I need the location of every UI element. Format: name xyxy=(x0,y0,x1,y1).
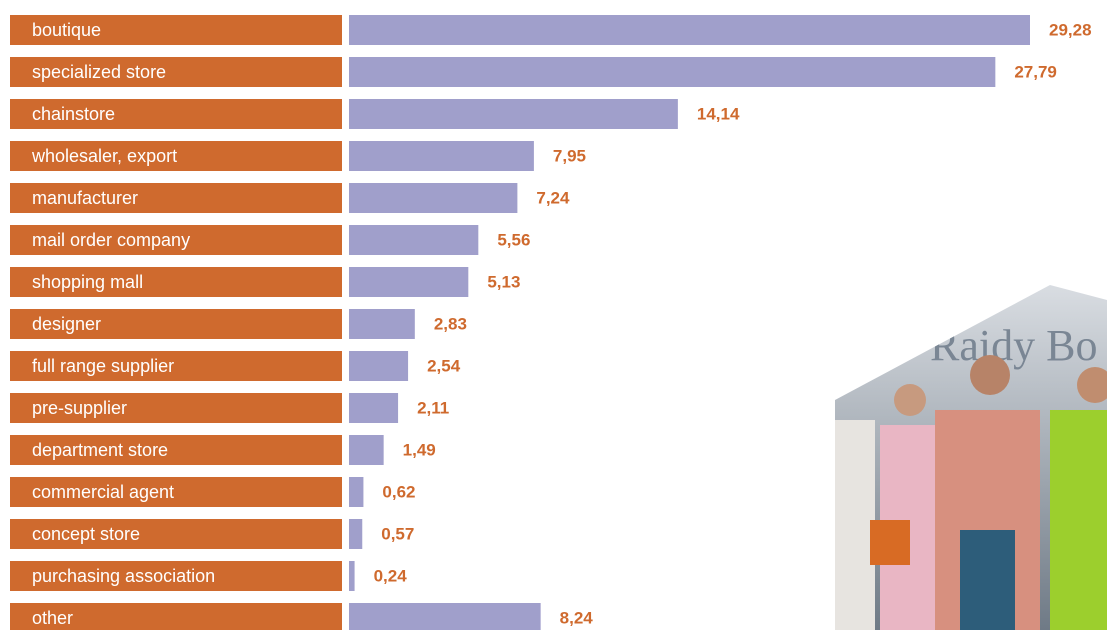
bar xyxy=(349,519,362,549)
bar xyxy=(349,393,398,423)
bar xyxy=(349,99,678,129)
value-label: 29,28 xyxy=(1049,20,1092,39)
category-label: designer xyxy=(32,314,101,334)
bar xyxy=(349,141,534,171)
bar xyxy=(349,267,468,297)
category-label: department store xyxy=(32,440,168,460)
value-label: 7,24 xyxy=(536,188,570,207)
value-label: 14,14 xyxy=(697,104,740,123)
category-label: manufacturer xyxy=(32,188,138,208)
category-label: boutique xyxy=(32,20,101,40)
category-label: mail order company xyxy=(32,230,190,250)
page: {"chart_data": {"type": "bar", "categori… xyxy=(0,0,1107,630)
value-label: 8,24 xyxy=(560,608,594,627)
category-label: commercial agent xyxy=(32,482,174,502)
value-label: 2,54 xyxy=(427,356,461,375)
category-label: concept store xyxy=(32,524,140,544)
category-label: wholesaler, export xyxy=(31,146,177,166)
bar xyxy=(349,15,1030,45)
bar xyxy=(349,561,355,591)
value-label: 0,62 xyxy=(382,482,415,501)
bar xyxy=(349,57,995,87)
bar xyxy=(349,225,478,255)
bar xyxy=(349,183,517,213)
value-label: 2,83 xyxy=(434,314,467,333)
bar xyxy=(349,309,415,339)
bar xyxy=(349,351,408,381)
bar xyxy=(349,435,384,465)
value-label: 1,49 xyxy=(403,440,436,459)
category-label: other xyxy=(32,608,73,628)
value-label: 0,24 xyxy=(374,566,408,585)
svg-text:Raidy Bo: Raidy Bo xyxy=(930,321,1097,370)
bar xyxy=(349,477,363,507)
value-label: 0,57 xyxy=(381,524,414,543)
value-label: 27,79 xyxy=(1014,62,1057,81)
category-label: purchasing association xyxy=(32,566,215,586)
chart: Raidy Bo boutique 29,28 specialized store 2… xyxy=(0,0,1107,630)
value-label: 2,11 xyxy=(417,398,449,417)
category-label: pre-supplier xyxy=(32,398,127,418)
photo: Raidy Bo xyxy=(835,285,1107,630)
bar xyxy=(349,603,541,630)
category-label: full range supplier xyxy=(32,356,174,376)
value-label: 5,56 xyxy=(497,230,530,249)
category-label: shopping mall xyxy=(32,272,143,292)
category-label: chainstore xyxy=(32,104,115,124)
value-label: 5,13 xyxy=(487,272,520,291)
value-label: 7,95 xyxy=(553,146,586,165)
category-label: specialized store xyxy=(32,62,166,82)
